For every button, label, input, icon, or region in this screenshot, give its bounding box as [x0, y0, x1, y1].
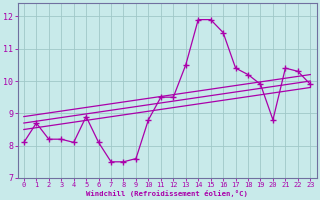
X-axis label: Windchill (Refroidissement éolien,°C): Windchill (Refroidissement éolien,°C) [86, 190, 248, 197]
